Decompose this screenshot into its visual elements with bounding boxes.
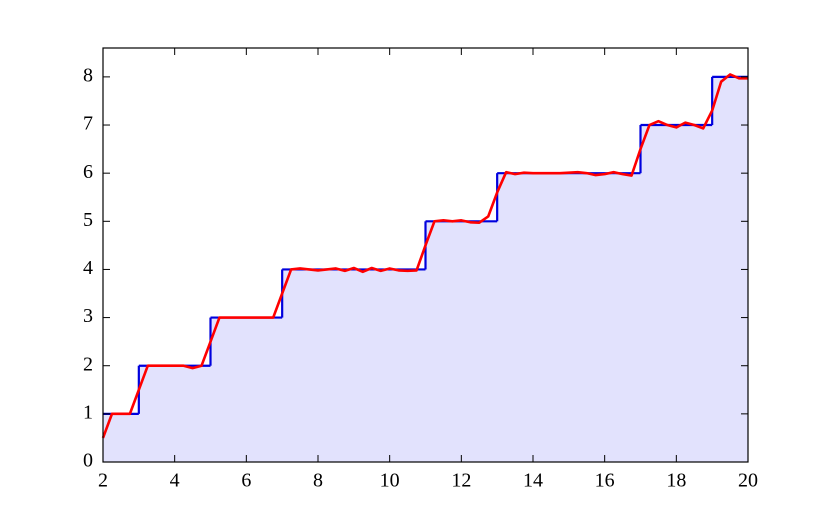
approx-line <box>101 73 748 439</box>
y-tick-label: 5 <box>83 209 93 231</box>
y-tick-label: 3 <box>83 305 93 327</box>
y-tick-label: 8 <box>83 64 93 86</box>
y-tick-label: 2 <box>83 353 93 375</box>
y-tick-label: 7 <box>83 113 93 135</box>
x-tick-label: 18 <box>666 470 686 492</box>
x-tick-label: 16 <box>595 470 615 492</box>
y-tick-label: 4 <box>83 257 93 279</box>
x-tick-label: 2 <box>98 470 108 492</box>
x-tick-label: 10 <box>380 470 400 492</box>
x-tick-label: 4 <box>170 470 180 492</box>
y-tick-label: 6 <box>83 161 93 183</box>
x-tick-label: 14 <box>523 470 543 492</box>
y-tick-label: 0 <box>83 450 93 472</box>
x-tick-label: 6 <box>241 470 251 492</box>
y-tick-label: 1 <box>83 401 93 423</box>
x-tick-label: 20 <box>738 470 758 492</box>
x-tick-label: 8 <box>313 470 323 492</box>
axes-frame <box>102 47 749 463</box>
x-tick-label: 12 <box>451 470 471 492</box>
